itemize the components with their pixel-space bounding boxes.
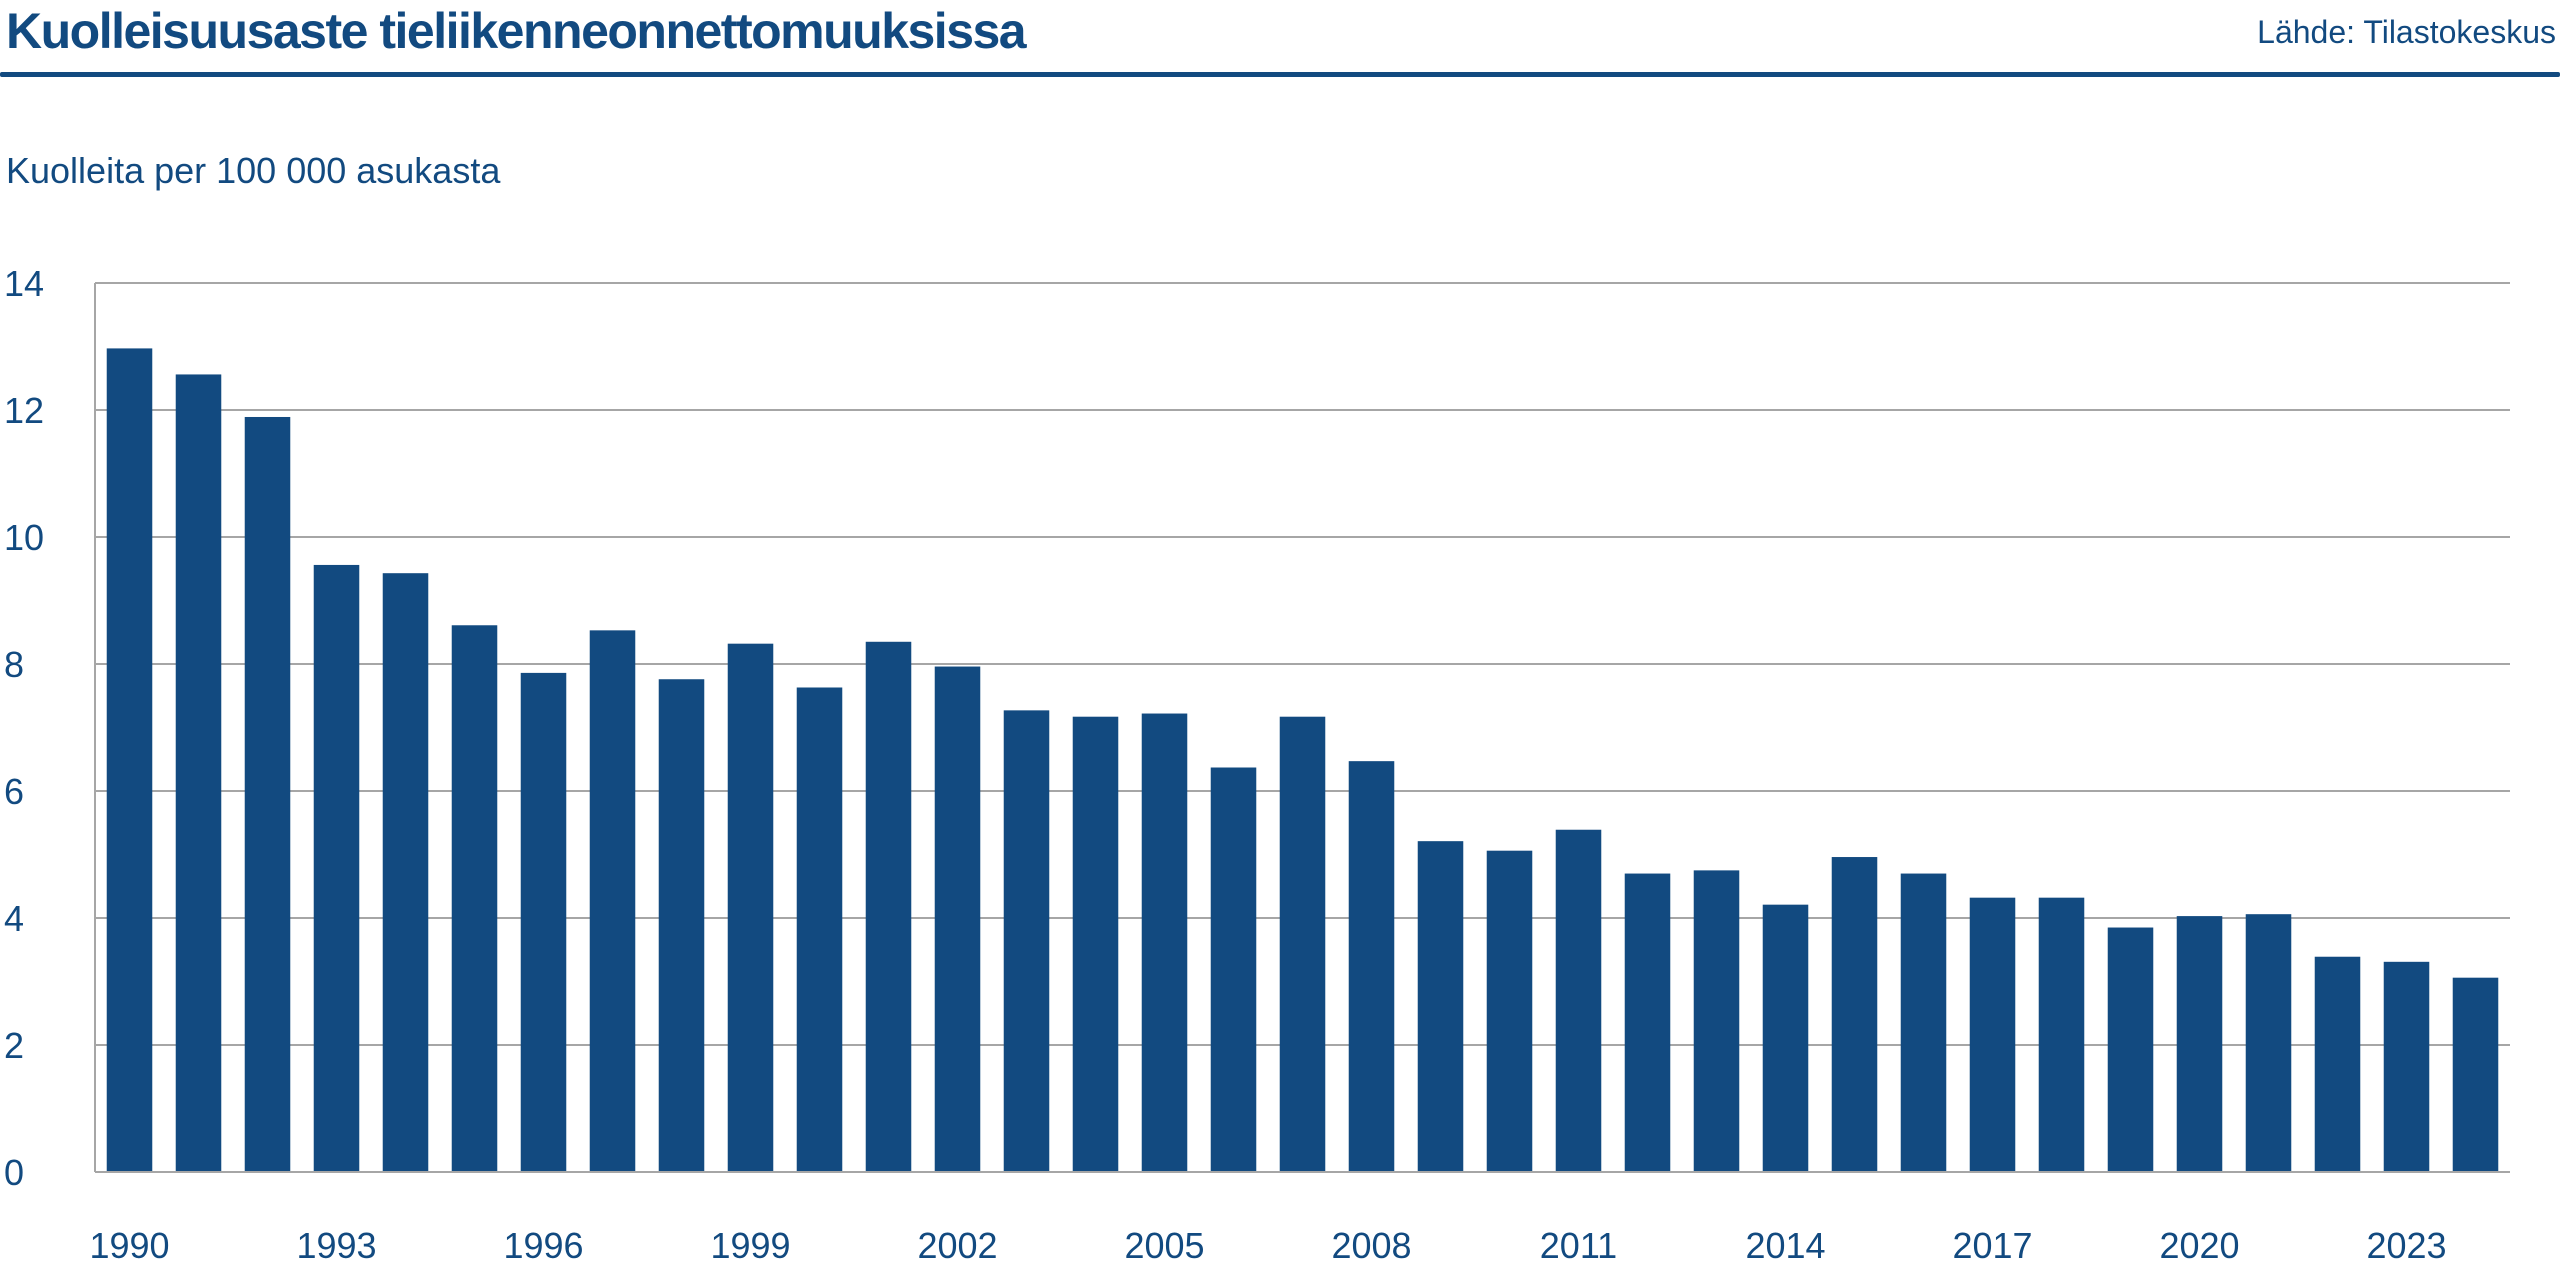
x-tick-label: 2014	[1745, 1225, 1825, 1266]
bar-1991	[175, 374, 222, 1172]
y-tick-label: 14	[4, 263, 44, 304]
x-tick-label: 2005	[1124, 1225, 1204, 1266]
bar-2007	[1279, 716, 1326, 1172]
bar-2014	[1762, 904, 1809, 1172]
x-tick-label: 2017	[1952, 1225, 2032, 1266]
bar-2009	[1417, 841, 1464, 1172]
y-tick-label: 10	[4, 517, 44, 558]
bar-2019	[2107, 927, 2154, 1172]
bar-2000	[796, 687, 843, 1172]
x-tick-label: 1999	[710, 1225, 790, 1266]
bar-2021	[2245, 914, 2292, 1172]
bar-2013	[1693, 870, 1740, 1172]
bar-2015	[1831, 857, 1878, 1172]
x-tick-label: 2023	[2366, 1225, 2446, 1266]
chart-title: Kuolleisuusaste tieliikenneonnettomuuksi…	[6, 3, 1027, 59]
x-tick-label: 1996	[503, 1225, 583, 1266]
x-tick-label: 2020	[2159, 1225, 2239, 1266]
x-tick-label: 2011	[1540, 1225, 1617, 1266]
bar-2001	[865, 641, 912, 1172]
x-tick-label: 2008	[1331, 1225, 1411, 1266]
x-tick-label: 1990	[89, 1225, 169, 1266]
bar-2006	[1210, 767, 1257, 1172]
bar-1993	[313, 564, 360, 1172]
y-tick-label: 12	[4, 390, 44, 431]
y-axis-label: Kuolleita per 100 000 asukasta	[6, 150, 501, 191]
y-tick-label: 6	[4, 771, 24, 812]
bar-2012	[1624, 873, 1671, 1172]
bar-2005	[1141, 713, 1188, 1172]
bar-1994	[382, 573, 429, 1172]
y-tick-label: 0	[4, 1152, 24, 1193]
bar-1990	[106, 348, 153, 1172]
bar-2020	[2176, 916, 2223, 1172]
bar-2011	[1555, 829, 1602, 1172]
bar-2016	[1900, 873, 1947, 1172]
bar-1998	[658, 679, 705, 1172]
y-tick-label: 2	[4, 1025, 24, 1066]
bar-2017	[1969, 897, 2016, 1172]
bar-2004	[1072, 716, 1119, 1172]
x-tick-label: 2002	[917, 1225, 997, 1266]
bar-2010	[1486, 850, 1533, 1172]
bar-2008	[1348, 761, 1395, 1172]
bar-2002	[934, 666, 981, 1172]
bar-2023	[2383, 961, 2430, 1172]
bar-1992	[244, 416, 291, 1172]
y-tick-label: 8	[4, 644, 24, 685]
bar-1996	[520, 672, 567, 1172]
bar-1995	[451, 625, 498, 1172]
bar-1997	[589, 630, 636, 1172]
bar-2024	[2452, 977, 2499, 1172]
source-label: Lähde: Tilastokeskus	[2257, 14, 2556, 50]
bar-2022	[2314, 956, 2361, 1172]
y-tick-label: 4	[4, 898, 24, 939]
bar-1999	[727, 643, 774, 1172]
x-tick-label: 1993	[296, 1225, 376, 1266]
bar-2003	[1003, 710, 1050, 1172]
bar-2018	[2038, 897, 2085, 1172]
title-divider	[0, 72, 2560, 77]
